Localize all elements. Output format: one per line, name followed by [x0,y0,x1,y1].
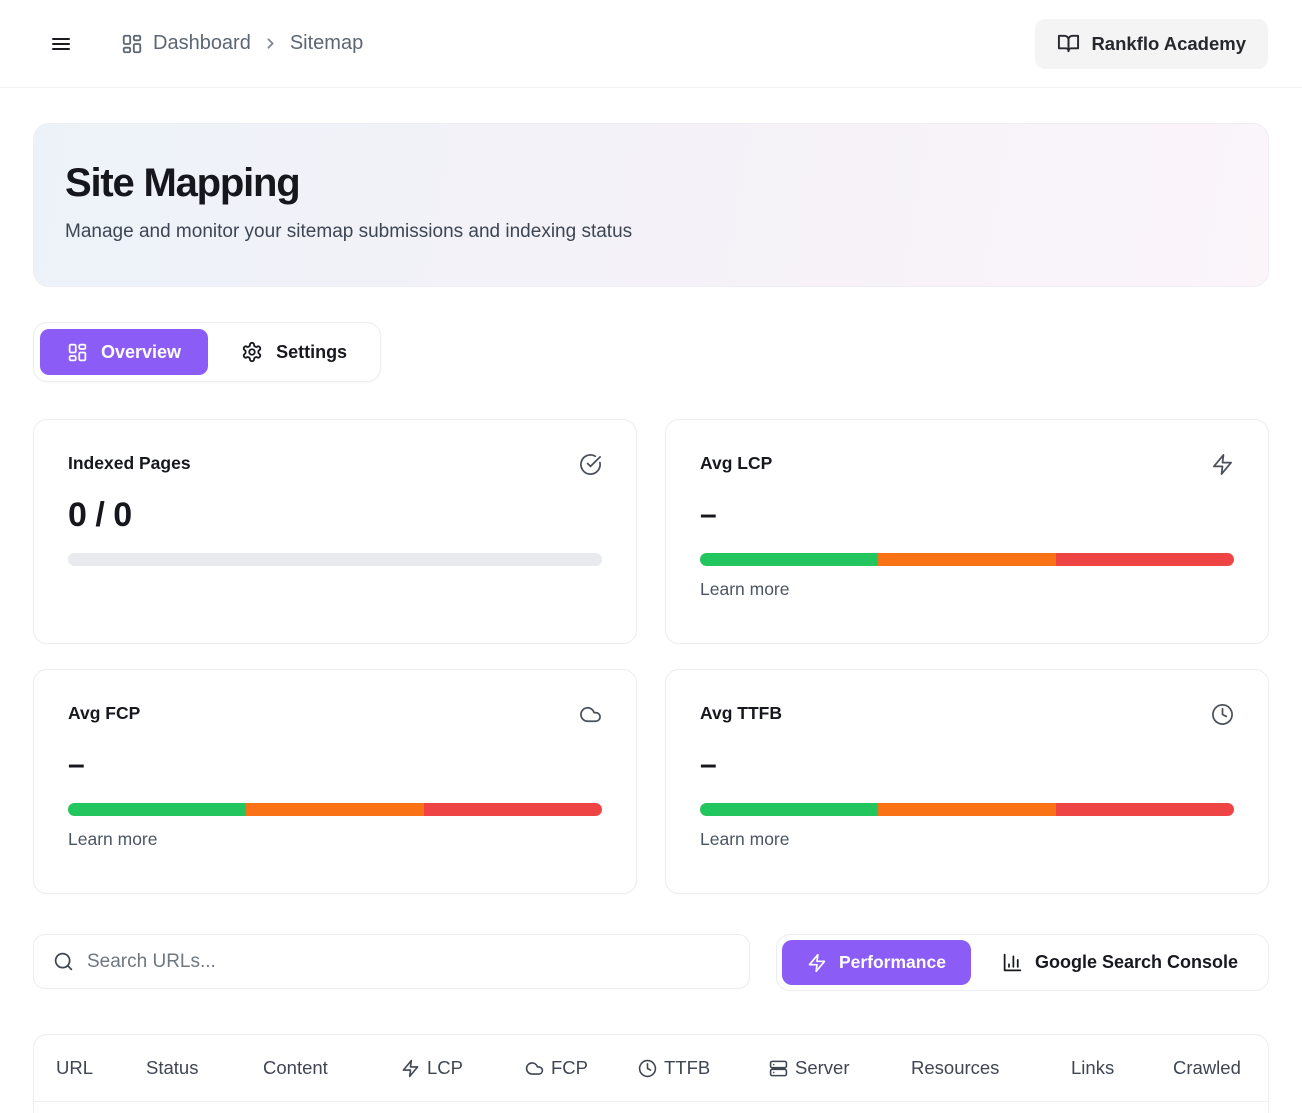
stat-cards: Indexed Pages 0 / 0 Avg LCP – Learn more… [33,419,1269,894]
indexed-pages-label: Indexed Pages [68,453,191,473]
avg-ttfb-card: Avg TTFB – Learn more [665,669,1269,894]
avg-fcp-value: – [68,748,85,781]
column-lcp-label: LCP [427,1057,463,1078]
overview-grid-icon [67,342,88,363]
column-header-fcp[interactable]: FCP [525,1057,638,1079]
menu-icon[interactable] [48,31,74,57]
circle-check-icon [579,453,602,476]
avg-lcp-label: Avg LCP [700,453,773,473]
clock-icon [1211,703,1234,726]
data-source-toggle: Performance Google Search Console [775,934,1269,991]
tab-overview[interactable]: Overview [40,329,209,375]
url-table-header: URL Status Content LCP FCP TTFB Server R… [34,1035,1268,1102]
page-title: Site Mapping [65,161,301,205]
column-header-server[interactable]: Server [769,1057,911,1079]
book-open-icon [1057,32,1080,55]
column-url-label: URL [56,1057,94,1078]
lcp-threshold-bar [700,553,1234,566]
breadcrumb-sitemap-label: Sitemap [289,32,364,54]
column-header-content[interactable]: Content [263,1057,401,1079]
breadcrumb-dashboard-label: Dashboard [153,32,251,54]
avg-lcp-value: – [700,498,717,531]
dashboard-grid-icon [121,33,143,55]
cloud-icon [579,703,602,726]
column-header-crawled[interactable]: Crawled [1173,1057,1246,1079]
search-url-box[interactable] [33,934,750,989]
url-table-body-empty [34,1102,1268,1113]
column-server-label: Server [795,1057,850,1078]
column-ttfb-label: TTFB [664,1057,711,1078]
chevron-right-icon [262,35,279,52]
indexed-pages-value: 0 / 0 [68,495,132,534]
breadcrumb: Dashboard Sitemap [121,32,363,55]
performance-label: Performance [838,952,946,972]
fcp-threshold-bar [68,803,602,816]
column-header-url[interactable]: URL [56,1057,146,1079]
column-header-resources[interactable]: Resources [911,1057,1071,1079]
column-resources-label: Resources [911,1057,1000,1078]
page-hero: Site Mapping Manage and monitor your sit… [33,123,1269,287]
google-search-console-label: Google Search Console [1034,952,1238,972]
ttfb-threshold-bar [700,803,1234,816]
google-search-console-toggle-button[interactable]: Google Search Console [977,940,1263,985]
column-header-lcp[interactable]: LCP [401,1057,525,1079]
breadcrumb-dashboard[interactable]: Dashboard [121,32,251,55]
column-header-ttfb[interactable]: TTFB [638,1057,769,1079]
fcp-learn-more-link[interactable]: Learn more [68,829,158,849]
clock-icon [638,1059,657,1078]
column-fcp-label: FCP [551,1057,588,1078]
lcp-learn-more-link[interactable]: Learn more [700,579,790,599]
filter-row: Performance Google Search Console [33,934,1269,991]
tab-overview-label: Overview [101,341,182,362]
breadcrumb-sitemap[interactable]: Sitemap [290,32,363,55]
column-status-label: Status [146,1057,199,1078]
view-tabs: Overview Settings [33,322,382,382]
column-links-label: Links [1071,1057,1115,1078]
avg-ttfb-value: – [700,748,717,781]
search-icon [53,951,74,972]
avg-fcp-label: Avg FCP [68,703,141,723]
rankflo-academy-button[interactable]: Rankflo Academy [1035,18,1268,69]
performance-toggle-button[interactable]: Performance [781,940,971,985]
indexed-pages-card: Indexed Pages 0 / 0 [33,419,637,644]
indexed-pages-progress-bar [68,553,602,566]
rankflo-academy-label: Rankflo Academy [1091,32,1246,54]
column-header-status[interactable]: Status [146,1057,263,1079]
avg-ttfb-label: Avg TTFB [700,703,782,723]
zap-icon [1211,453,1234,476]
column-crawled-label: Crawled [1173,1057,1241,1078]
url-table: URL Status Content LCP FCP TTFB Server R… [33,1034,1269,1113]
tab-settings[interactable]: Settings [214,329,374,375]
page-subtitle: Manage and monitor your sitemap submissi… [65,221,633,242]
column-header-links[interactable]: Links [1071,1057,1173,1079]
server-icon [769,1059,788,1078]
bar-chart-icon [1002,952,1023,973]
top-header: Dashboard Sitemap Rankflo Academy [0,0,1302,88]
ttfb-learn-more-link[interactable]: Learn more [700,829,790,849]
avg-fcp-card: Avg FCP – Learn more [33,669,637,894]
zap-icon [807,953,827,973]
cloud-icon [525,1059,544,1078]
avg-lcp-card: Avg LCP – Learn more [665,419,1269,644]
gear-icon [241,341,263,363]
tab-settings-label: Settings [276,341,348,362]
zap-icon [401,1059,420,1078]
column-content-label: Content [263,1057,328,1078]
search-urls-input[interactable] [87,950,730,973]
